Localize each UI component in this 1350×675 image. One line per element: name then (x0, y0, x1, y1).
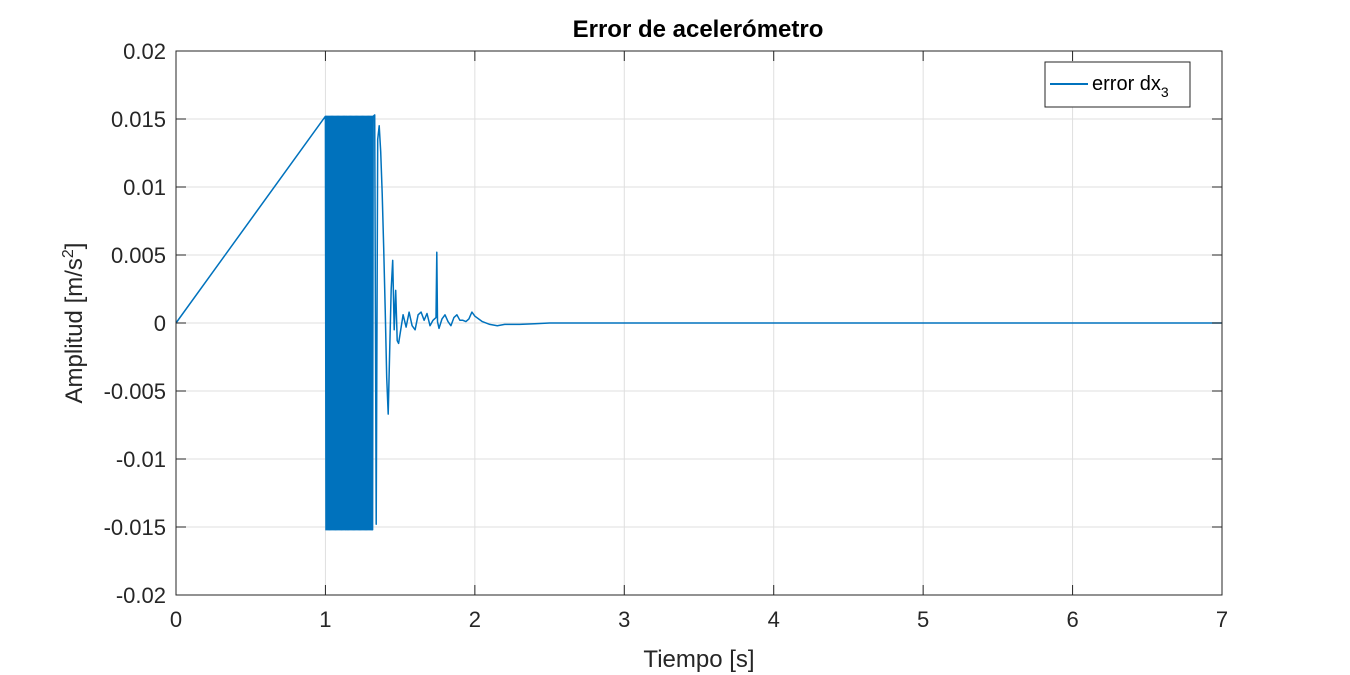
legend: error dx3 (1044, 61, 1191, 108)
y-tick-label: 0.01 (123, 175, 166, 200)
y-tick-label: -0.015 (104, 515, 166, 540)
legend-entry-subscript: 3 (1161, 84, 1169, 100)
x-tick-label: 6 (1066, 607, 1078, 632)
x-tick-label: 5 (917, 607, 929, 632)
x-tick-label: 3 (618, 607, 630, 632)
series-line-error-dx3 (175, 114, 1222, 531)
y-axis-label: Amplitud [m/s2] (60, 243, 88, 404)
y-tick-label: -0.02 (116, 583, 166, 608)
x-axis-label: Tiempo [s] (643, 646, 754, 673)
legend-entry: error dx3 (1092, 73, 1169, 100)
series-group (175, 114, 1222, 531)
x-tick-label: 1 (319, 607, 331, 632)
y-axis-label-close: ] (61, 243, 88, 250)
y-axis-label-base: Amplitud [m/s (61, 258, 88, 403)
y-tick-label: -0.005 (104, 379, 166, 404)
x-tick-label: 0 (170, 607, 182, 632)
y-tick-label: 0.02 (123, 39, 166, 64)
legend-entry-base: error dx (1092, 73, 1161, 95)
x-tick-label: 2 (469, 607, 481, 632)
y-tick-label: -0.01 (116, 447, 166, 472)
x-tick-label: 4 (768, 607, 780, 632)
y-axis-label-superscript: 2 (60, 249, 77, 258)
y-tick-label: 0.015 (111, 107, 166, 132)
y-tick-label: 0 (154, 311, 166, 336)
y-tick-label: 0.005 (111, 243, 166, 268)
x-tick-label: 7 (1216, 607, 1228, 632)
axis-ticks: 0 1 2 3 4 5 6 7 -0.02 -0.015 -0.01 -0.005 0 0.005 0.01… (104, 39, 1229, 632)
chart-title: Error de acelerómetro (573, 16, 824, 43)
